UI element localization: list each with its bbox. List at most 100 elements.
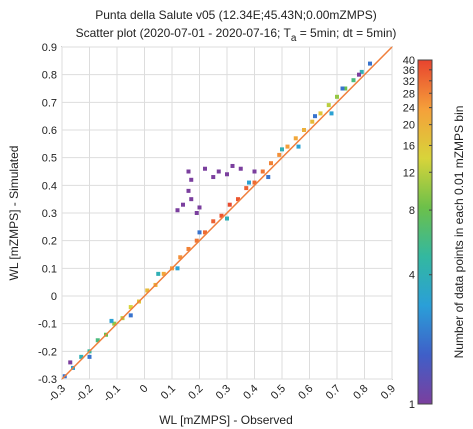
y-tick-label: -0.1 bbox=[38, 319, 57, 331]
colorbar-tick-label: 20 bbox=[403, 120, 415, 132]
scatter-point bbox=[68, 360, 73, 365]
y-tick-label: 0.1 bbox=[42, 263, 57, 275]
scatter-point bbox=[247, 180, 251, 185]
scatter-point bbox=[109, 318, 114, 323]
y-tick-label: -0.3 bbox=[38, 374, 57, 386]
scatter-point bbox=[181, 202, 185, 207]
scatter-point bbox=[79, 354, 84, 359]
scatter-point bbox=[225, 172, 229, 177]
colorbar-tick-label: 16 bbox=[403, 140, 415, 152]
scatter-point bbox=[203, 166, 207, 171]
scatter-point bbox=[175, 208, 180, 213]
colorbar-tick-label: 4 bbox=[409, 270, 415, 282]
scatter-point bbox=[368, 61, 372, 66]
scatter-point bbox=[266, 175, 271, 180]
x-tick-label: 0.1 bbox=[159, 383, 178, 402]
scatter-point bbox=[175, 266, 180, 271]
scatter-point bbox=[236, 197, 240, 202]
scatter-point bbox=[194, 211, 199, 215]
scatter-point bbox=[230, 163, 235, 168]
scatter-point bbox=[343, 86, 348, 91]
scatter-point bbox=[277, 152, 282, 157]
y-tick-label: 0.7 bbox=[42, 97, 57, 109]
scatter-point bbox=[357, 72, 361, 77]
y-axis-label: WL [mZMPS] - Simulated bbox=[7, 146, 21, 281]
scatter-point bbox=[189, 197, 194, 202]
subtitle-text: = 5min; dt = 5min) bbox=[296, 26, 396, 40]
scatter-point bbox=[329, 111, 334, 116]
scatter-point bbox=[112, 321, 117, 326]
scatter-point bbox=[87, 354, 92, 359]
scatter-point bbox=[189, 177, 194, 182]
scatter-point bbox=[326, 103, 331, 108]
scatter-point bbox=[340, 86, 345, 91]
y-tick-label: 0.3 bbox=[42, 208, 57, 220]
y-tick-label: 0.8 bbox=[42, 70, 57, 82]
x-tick-label: 0.4 bbox=[241, 383, 260, 402]
scatter-point bbox=[351, 78, 356, 83]
scatter-point bbox=[197, 205, 202, 210]
scatter-point bbox=[156, 271, 161, 276]
x-tick-label: -0.1 bbox=[101, 383, 123, 405]
x-tick-label: 0.9 bbox=[379, 383, 398, 402]
scatter-point bbox=[244, 186, 249, 191]
scatter-point bbox=[359, 69, 364, 74]
scatter-point bbox=[313, 114, 317, 119]
scatter-point bbox=[269, 161, 273, 166]
scatter-point bbox=[161, 271, 166, 276]
scatter-point bbox=[186, 169, 191, 174]
scatter-point bbox=[335, 94, 339, 99]
chart-title: Punta della Salute v05 (12.34E;45.43N;0.… bbox=[95, 8, 377, 22]
scatter-point bbox=[293, 136, 298, 141]
colorbar-tick-label: 36 bbox=[403, 65, 415, 77]
scatter-point bbox=[186, 246, 191, 251]
scatter-point bbox=[128, 313, 133, 318]
scatter-point bbox=[186, 188, 191, 193]
x-tick-label: 0.5 bbox=[269, 383, 288, 402]
chart-subtitle: Scatter plot (2020-07-01 - 2020-07-16; T… bbox=[76, 26, 397, 44]
colorbar-tick-label: 24 bbox=[403, 103, 415, 115]
scatter-point bbox=[227, 202, 232, 207]
scatter-point bbox=[285, 144, 290, 149]
subtitle-text: Scatter plot (2020-07-01 - 2020-07-16; T bbox=[76, 26, 292, 40]
x-tick-label: 0.7 bbox=[324, 383, 343, 402]
y-tick-label: 0.6 bbox=[42, 125, 57, 137]
colorbar bbox=[417, 59, 433, 405]
scatter-point bbox=[280, 147, 284, 152]
y-tick-label: 0.5 bbox=[42, 153, 57, 165]
colorbar-tick-label: 28 bbox=[403, 88, 415, 100]
scatter-point bbox=[211, 175, 216, 180]
colorbar-tick-label: 8 bbox=[409, 205, 415, 217]
y-tick-label: -0.2 bbox=[38, 346, 57, 358]
scatter-point bbox=[145, 288, 150, 293]
colorbar-tick-label: 32 bbox=[403, 76, 415, 88]
y-tick-label: 0.4 bbox=[42, 180, 57, 192]
y-tick-label: 0.9 bbox=[42, 42, 57, 54]
reference-line bbox=[61, 46, 393, 380]
y-tick-label: 0.2 bbox=[42, 236, 57, 248]
scatter-point bbox=[225, 216, 229, 221]
scatter-point bbox=[197, 230, 202, 235]
x-tick-label: 0 bbox=[138, 383, 151, 396]
x-tick-label: -0.2 bbox=[74, 383, 96, 405]
x-tick-label: 0.2 bbox=[186, 383, 205, 402]
colorbar-tick-label: 12 bbox=[403, 167, 415, 179]
x-tick-label: 0.6 bbox=[296, 383, 315, 402]
scatter-point bbox=[128, 305, 133, 310]
scatter-point bbox=[310, 119, 315, 124]
scatter-point bbox=[178, 255, 183, 260]
scatter-point bbox=[252, 180, 257, 185]
colorbar-tick-label: 40 bbox=[403, 55, 415, 67]
scatter-point bbox=[203, 230, 207, 235]
scatter-point bbox=[194, 238, 199, 243]
y-tick-label: 0 bbox=[51, 291, 57, 303]
scatter-point bbox=[296, 144, 301, 149]
x-axis-label: WL [mZMPS] - Observed bbox=[159, 413, 293, 427]
scatter-point bbox=[219, 213, 224, 218]
scatter-point bbox=[211, 219, 216, 224]
scatter-point bbox=[238, 166, 243, 171]
scatter-point bbox=[252, 169, 257, 174]
colorbar-label: Number of data points in each 0.01 mZMPS… bbox=[452, 106, 466, 359]
x-tick-label: 0.8 bbox=[351, 383, 370, 402]
